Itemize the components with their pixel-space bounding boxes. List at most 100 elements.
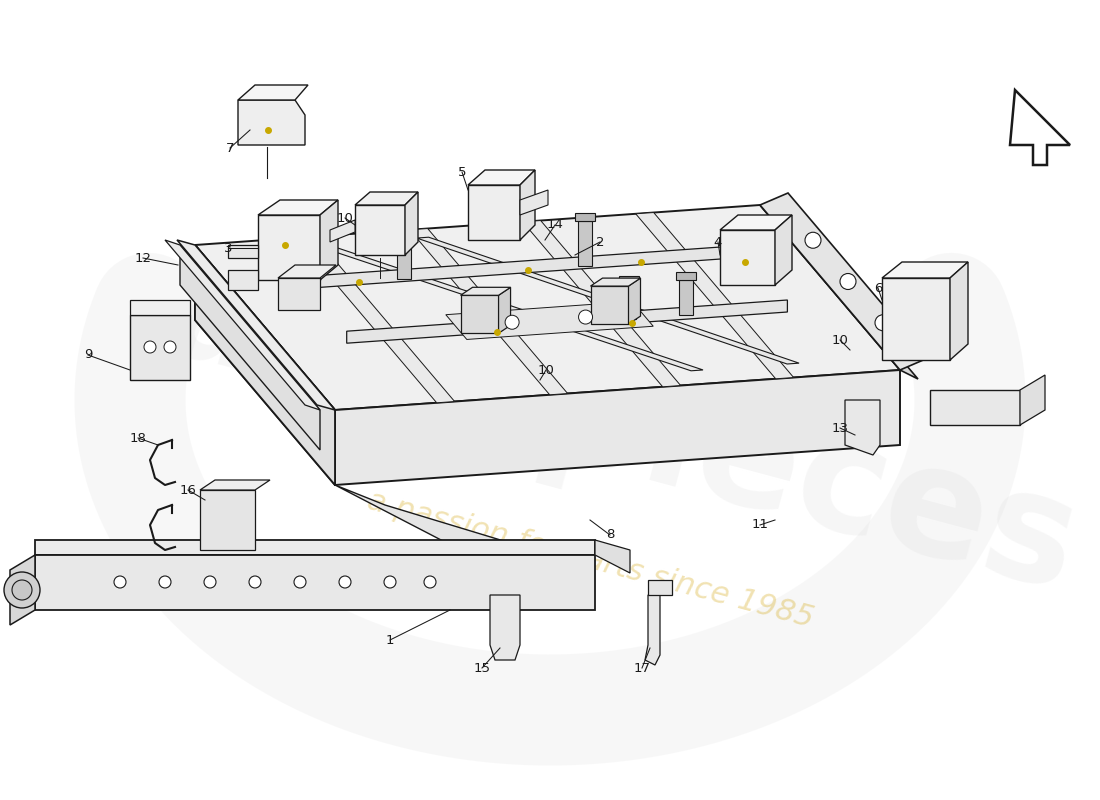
Text: 10: 10 (337, 211, 353, 225)
Polygon shape (675, 272, 696, 280)
Polygon shape (591, 286, 628, 324)
Polygon shape (490, 595, 520, 660)
Circle shape (204, 576, 216, 588)
Polygon shape (200, 490, 255, 550)
Circle shape (4, 572, 40, 608)
Polygon shape (930, 390, 1020, 425)
Text: 5: 5 (458, 166, 466, 178)
Polygon shape (636, 213, 794, 379)
Text: 7: 7 (226, 142, 234, 154)
Text: a passion for parts since 1985: a passion for parts since 1985 (364, 486, 816, 634)
Polygon shape (35, 555, 595, 610)
Polygon shape (623, 284, 636, 319)
Text: 4: 4 (714, 235, 723, 249)
Polygon shape (405, 192, 418, 255)
Polygon shape (315, 245, 703, 371)
Polygon shape (468, 170, 535, 185)
Polygon shape (845, 400, 880, 455)
Circle shape (164, 341, 176, 353)
Text: 15: 15 (473, 662, 491, 674)
Polygon shape (950, 262, 968, 360)
Text: 3: 3 (223, 242, 232, 254)
Polygon shape (882, 278, 950, 360)
Polygon shape (1010, 90, 1070, 165)
Polygon shape (468, 185, 520, 240)
Circle shape (144, 341, 156, 353)
Polygon shape (228, 270, 258, 290)
Polygon shape (10, 555, 35, 625)
Text: 8: 8 (606, 529, 614, 542)
Polygon shape (574, 214, 594, 222)
Polygon shape (591, 278, 640, 286)
Text: 18: 18 (130, 431, 146, 445)
Polygon shape (35, 540, 595, 555)
Polygon shape (776, 215, 792, 285)
Polygon shape (397, 234, 410, 279)
Polygon shape (446, 302, 653, 339)
Circle shape (12, 580, 32, 600)
Text: 14: 14 (547, 218, 563, 231)
Polygon shape (195, 245, 336, 485)
Polygon shape (130, 300, 190, 315)
Polygon shape (355, 205, 405, 255)
Polygon shape (278, 278, 320, 310)
Polygon shape (720, 215, 792, 230)
Polygon shape (417, 238, 799, 364)
Polygon shape (355, 192, 418, 205)
Circle shape (384, 576, 396, 588)
Polygon shape (330, 220, 355, 242)
Text: autopieces: autopieces (146, 236, 1093, 624)
Polygon shape (195, 245, 336, 485)
Text: 12: 12 (134, 251, 152, 265)
Polygon shape (461, 295, 498, 334)
Polygon shape (177, 240, 336, 410)
Text: 6: 6 (873, 282, 882, 294)
Polygon shape (200, 480, 270, 490)
Polygon shape (628, 278, 640, 324)
Polygon shape (498, 287, 510, 334)
Polygon shape (760, 193, 928, 370)
Circle shape (874, 314, 891, 330)
Circle shape (424, 576, 436, 588)
Polygon shape (522, 221, 681, 387)
Polygon shape (165, 240, 320, 410)
Polygon shape (297, 237, 454, 403)
Polygon shape (320, 200, 338, 280)
Polygon shape (720, 230, 775, 285)
Polygon shape (1020, 375, 1045, 425)
Text: 11: 11 (751, 518, 769, 531)
Circle shape (249, 576, 261, 588)
Polygon shape (180, 245, 320, 450)
Circle shape (805, 232, 821, 248)
Polygon shape (130, 315, 190, 380)
Polygon shape (238, 85, 308, 100)
Circle shape (114, 576, 126, 588)
Text: 10: 10 (832, 334, 848, 346)
Circle shape (840, 274, 856, 290)
Polygon shape (645, 595, 660, 665)
Polygon shape (195, 205, 900, 410)
Text: 2: 2 (596, 235, 604, 249)
Polygon shape (258, 215, 320, 280)
Polygon shape (346, 300, 788, 343)
Text: 17: 17 (634, 662, 650, 674)
Polygon shape (258, 200, 338, 215)
Polygon shape (300, 246, 741, 289)
Polygon shape (394, 226, 414, 234)
Polygon shape (336, 485, 550, 555)
Circle shape (505, 315, 519, 330)
Text: 1: 1 (386, 634, 394, 646)
Text: 13: 13 (832, 422, 848, 434)
Polygon shape (336, 370, 900, 485)
Text: 9: 9 (84, 349, 92, 362)
Polygon shape (238, 100, 305, 145)
Text: 16: 16 (179, 483, 197, 497)
Polygon shape (228, 245, 258, 258)
Polygon shape (882, 262, 968, 278)
Polygon shape (648, 580, 672, 595)
Circle shape (339, 576, 351, 588)
Text: 10: 10 (538, 363, 554, 377)
Polygon shape (679, 280, 693, 315)
Polygon shape (595, 540, 630, 573)
Polygon shape (409, 229, 568, 395)
